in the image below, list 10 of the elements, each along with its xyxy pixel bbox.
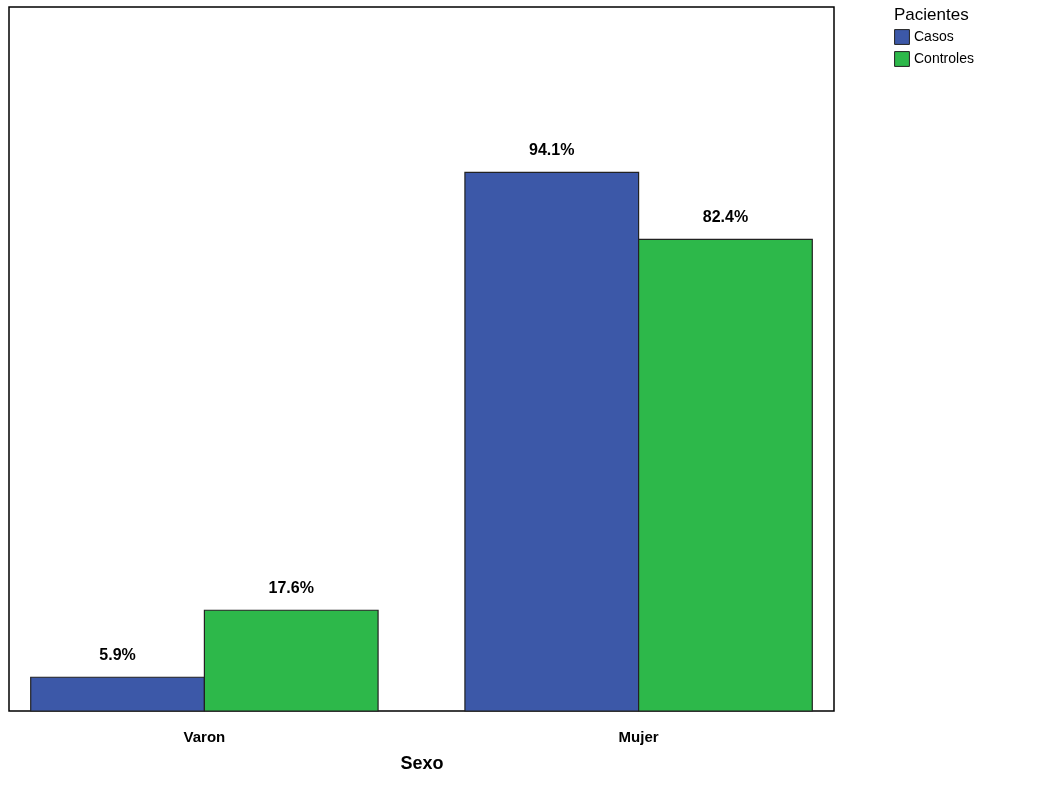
x-axis-title: Sexo bbox=[400, 752, 444, 773]
legend-label: Controles bbox=[914, 50, 974, 66]
data-label: 17.6% bbox=[268, 579, 314, 597]
data-label: 94.1% bbox=[529, 141, 575, 159]
legend-title: Pacientes bbox=[894, 5, 969, 24]
x-tick-label: Varon bbox=[183, 727, 226, 745]
data-label: 5.9% bbox=[99, 646, 136, 664]
x-tick-label: Mujer bbox=[618, 727, 659, 745]
legend-label: Casos bbox=[914, 28, 954, 44]
data-label: 82.4% bbox=[702, 208, 749, 226]
